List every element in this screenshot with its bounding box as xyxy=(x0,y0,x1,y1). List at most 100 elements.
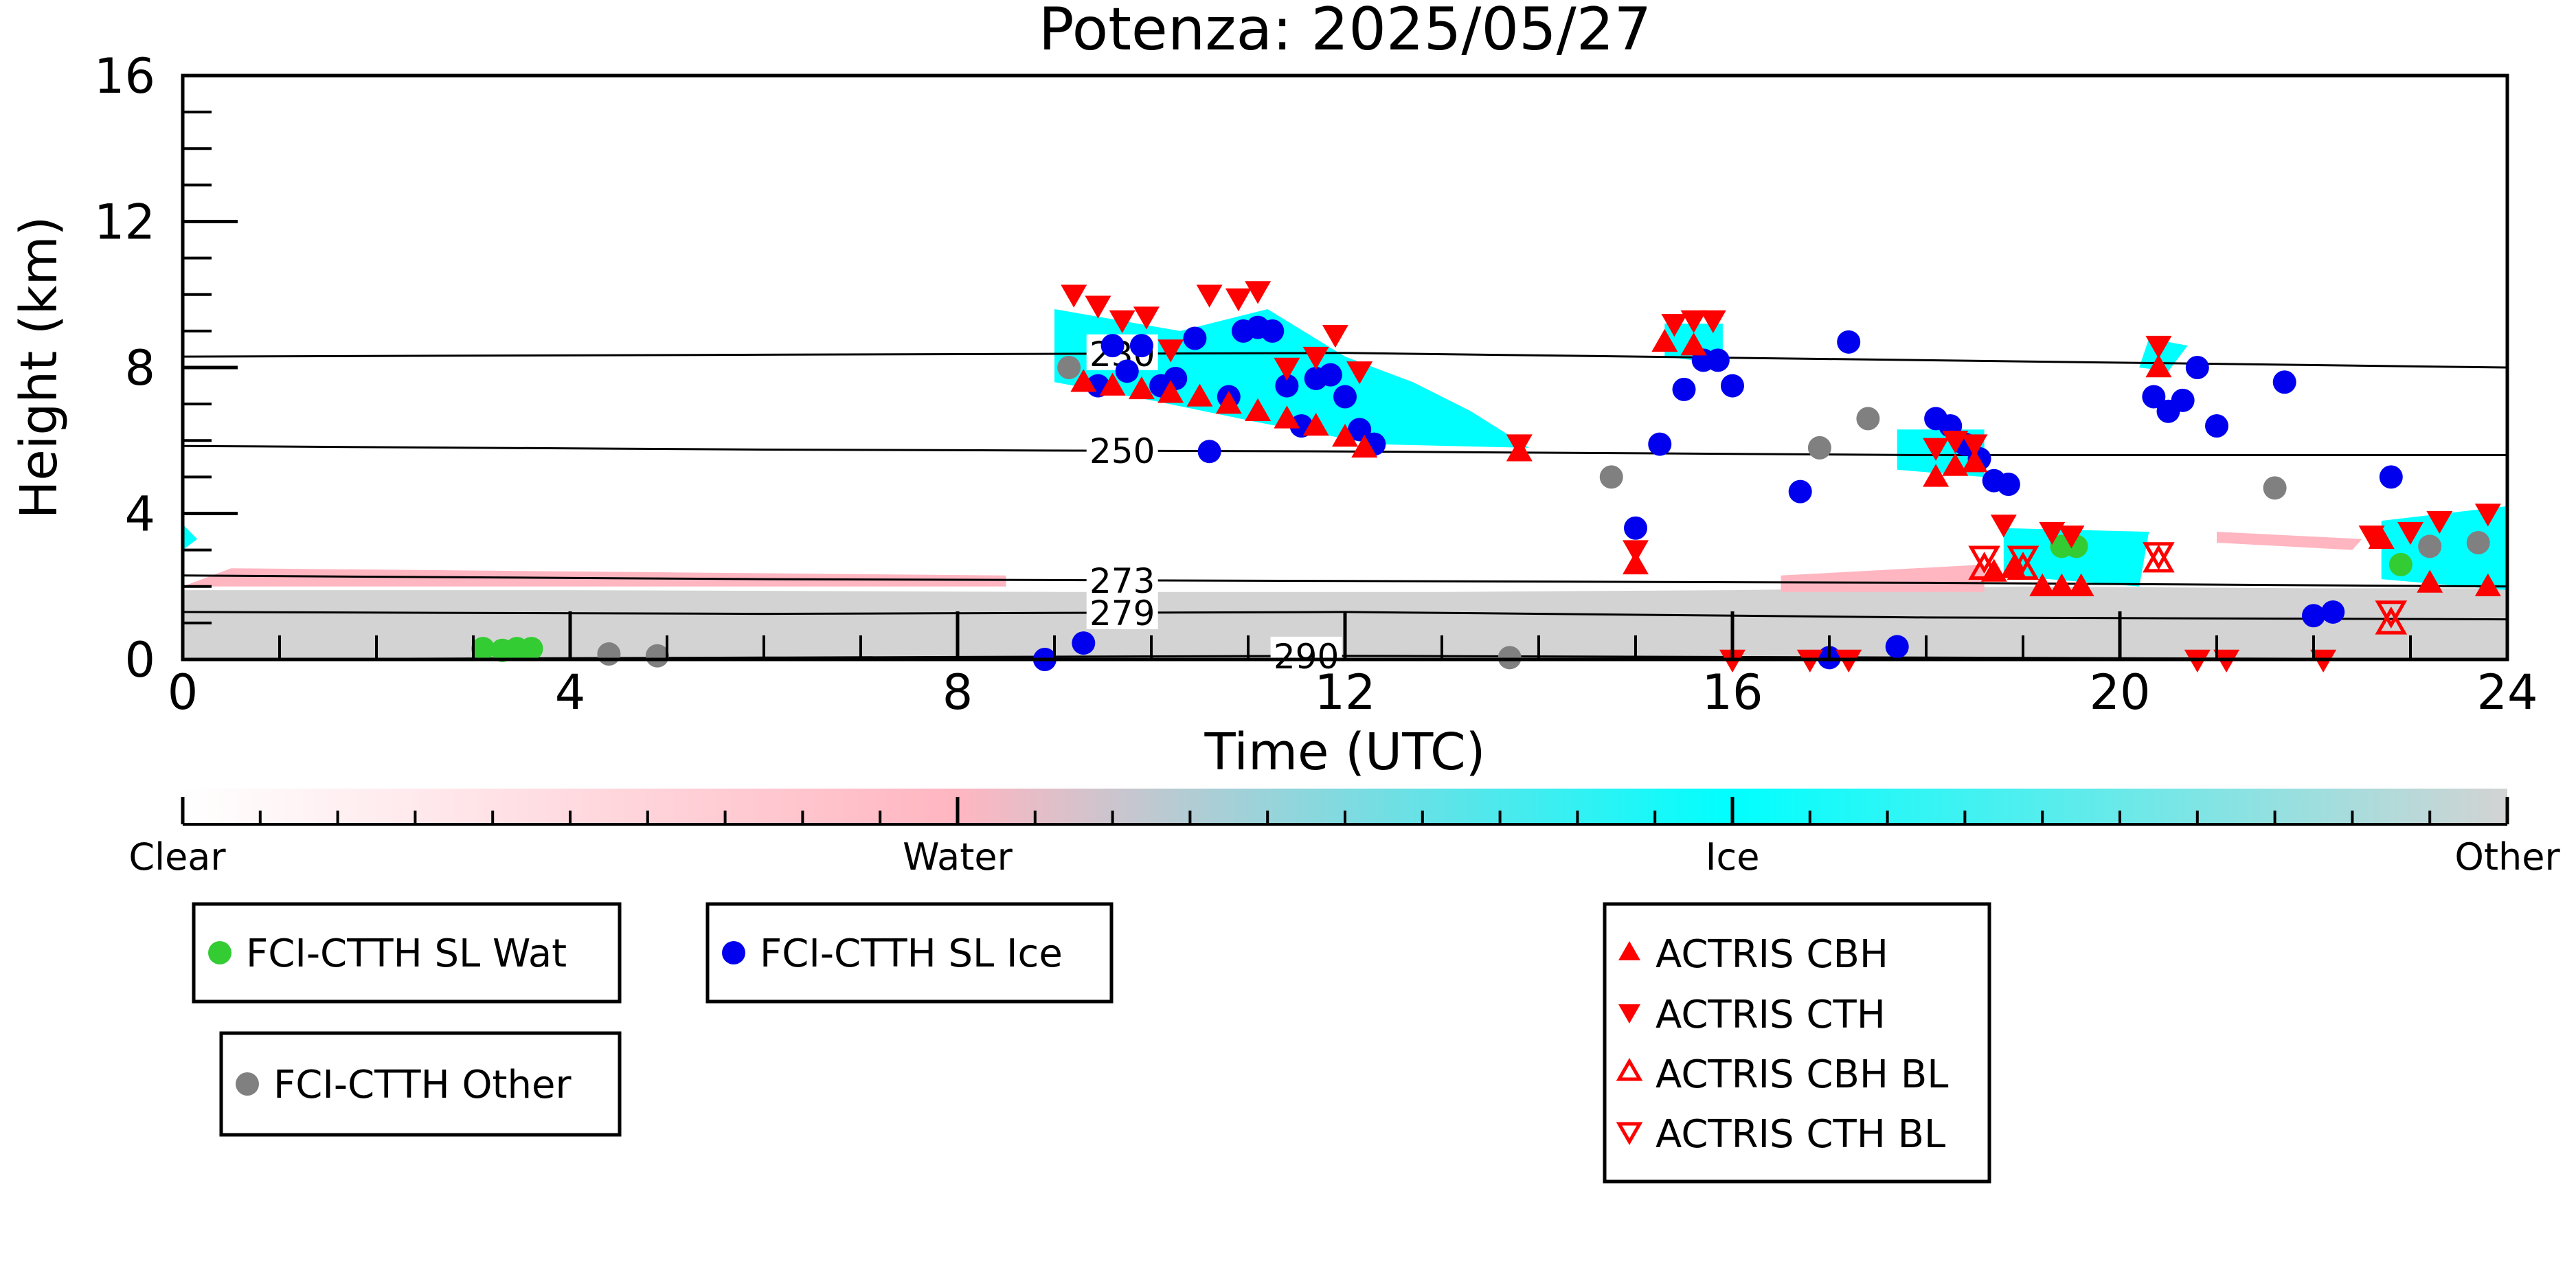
x-tick-label-8: 8 xyxy=(942,664,973,721)
legend-marker-actris-cth-bl xyxy=(1616,1122,1643,1146)
x-tick-label-16: 16 xyxy=(1702,664,1763,721)
marker-fci-ctth-sl-wat-3 xyxy=(519,637,543,661)
isotherm-label-bg-290 xyxy=(1270,636,1342,673)
legend-label-ice: FCI-CTTH SL Ice xyxy=(760,931,1063,976)
marker-fci-ctth-sl-ice-38 xyxy=(2171,388,2195,412)
marker-fci-ctth-sl-ice-17 xyxy=(1333,385,1357,409)
marker-fci-ctth-sl-ice-41 xyxy=(2272,370,2296,394)
legend-marker-actris-cth xyxy=(1618,1004,1640,1024)
isotherm-label-bg-273 xyxy=(1086,561,1158,597)
marker-actris-cbh-3 xyxy=(1157,380,1184,403)
legend-marker-actris-cbh-bl xyxy=(1616,1057,1643,1081)
y-tick-label-4: 4 xyxy=(124,486,155,543)
marker-fci-ctth-sl-wat-6 xyxy=(2388,552,2413,576)
x-tick-label-20: 20 xyxy=(2089,664,2150,721)
marker-actris-cth-bl-2 xyxy=(2143,542,2175,570)
axes: 0 4 8 12 16 20 24 0 4 8 12 16 xyxy=(94,48,2538,721)
marker-fci-ctth-sl-ice-29 xyxy=(1885,635,1909,659)
marker-actris-cth-7 xyxy=(1245,281,1272,304)
colorbar-label-ice: Ice xyxy=(1706,835,1760,879)
marker-fci-ctth-other-1 xyxy=(597,642,621,666)
marker-actris-cth-23 xyxy=(2145,335,2172,359)
marker-actris-cbh-0 xyxy=(1070,369,1097,392)
marker-actris-cth-24 xyxy=(2358,526,2385,549)
legend-marker-actris-cbh xyxy=(1618,941,1640,960)
marker-fci-ctth-sl-ice-2 xyxy=(1100,334,1125,358)
marker-actris-cbh-23 xyxy=(2145,354,2172,378)
cloud-region-water-10 xyxy=(2217,532,2362,550)
marker-fci-ctth-sl-wat-0 xyxy=(471,637,495,661)
marker-actris-cbh-13 xyxy=(1651,328,1678,352)
marker-fci-ctth-other-4 xyxy=(1599,465,1623,489)
marker-fci-ctth-sl-ice-35 xyxy=(1996,473,2020,496)
marker-actris-cbh-4 xyxy=(1186,383,1213,407)
marker-fci-ctth-other-5 xyxy=(1807,436,1831,460)
legend-box-ice: FCI-CTTH SL Ice xyxy=(705,902,1114,1004)
marker-fci-ctth-sl-ice-25 xyxy=(1721,374,1744,398)
marker-actris-cbh-24 xyxy=(2368,526,2395,549)
legends: FCI-CTTH SL Wat FCI-CTTH SL Ice FCI-CTTH… xyxy=(192,902,1991,1184)
colorbar-label-other: Other xyxy=(2454,835,2560,879)
isotherm-label-250: 250 xyxy=(1089,431,1155,471)
marker-actris-cth-8 xyxy=(1274,357,1300,381)
marker-actris-cth-15 xyxy=(1680,310,1707,333)
legend-label-wat: FCI-CTTH SL Wat xyxy=(246,931,567,976)
colorbar-ticks xyxy=(181,797,2509,826)
marker-actris-cbh-bl-0 xyxy=(1968,552,2000,580)
marker-actris-cth-bl-3 xyxy=(2375,600,2408,629)
marker-actris-cbh-7 xyxy=(1274,405,1300,429)
x-tick-label-12: 12 xyxy=(1314,664,1375,721)
legend-label-actris-cth: ACTRIS CTH xyxy=(1656,993,1886,1037)
legend-label-actris-cbh-bl: ACTRIS CBH BL xyxy=(1656,1052,1948,1097)
legend-marker-wat xyxy=(208,941,231,964)
marker-fci-ctth-sl-ice-13 xyxy=(1275,374,1299,398)
marker-actris-cth-22 xyxy=(2058,526,2085,549)
marker-actris-cbh-5 xyxy=(1215,391,1242,414)
marker-fci-ctth-sl-ice-28 xyxy=(1837,330,1861,354)
isotherm-label-bg-279 xyxy=(1086,593,1158,629)
marker-actris-cth-19 xyxy=(1961,434,1988,457)
marker-actris-cbh-19 xyxy=(2000,555,2026,578)
marker-fci-ctth-sl-ice-39 xyxy=(2185,356,2209,379)
marker-actris-cth-5 xyxy=(1196,284,1223,308)
marker-actris-cbh-2 xyxy=(1128,376,1155,400)
marker-actris-cth-20 xyxy=(1990,515,2017,538)
marker-fci-ctth-sl-ice-22 xyxy=(1672,377,1696,401)
marker-actris-cbh-20 xyxy=(2029,573,2056,596)
legend-box-actris: ACTRIS CBH ACTRIS CTH ACTRIS CBH BL ACTR… xyxy=(1603,902,1991,1184)
legend-label-actris-cth-bl: ACTRIS CTH BL xyxy=(1656,1112,1945,1157)
marker-fci-ctth-sl-ice-42 xyxy=(2302,604,2325,628)
marker-actris-cth-12 xyxy=(1506,434,1533,457)
marker-actris-cth-1 xyxy=(1085,295,1111,319)
marker-actris-cbh-14 xyxy=(1680,332,1707,356)
marker-actris-cth-0 xyxy=(1061,284,1087,308)
marker-actris-cth-25 xyxy=(2397,521,2424,545)
marker-actris-cbh-1 xyxy=(1099,372,1126,396)
marker-actris-cbh-8 xyxy=(1302,413,1329,436)
marker-actris-cbh-26 xyxy=(2474,573,2501,596)
marker-actris-cth-14 xyxy=(1661,314,1688,337)
marker-actris-cbh-bl-2 xyxy=(2143,544,2175,573)
colorbar-label-clear: Clear xyxy=(128,835,226,879)
marker-actris-cbh-17 xyxy=(1961,449,1988,473)
marker-actris-cth-27 xyxy=(2474,504,2501,527)
marker-actris-cth-2 xyxy=(1109,310,1136,333)
isotherm-label-bg-250 xyxy=(1086,431,1158,468)
y-tick-label-8: 8 xyxy=(124,340,155,396)
marker-actris-cth-3 xyxy=(1133,306,1160,330)
marker-fci-ctth-sl-ice-16 xyxy=(1318,363,1342,387)
y-axis-label: Height (km) xyxy=(10,216,69,519)
marker-actris-cth-4 xyxy=(1157,339,1184,363)
legend-marker-ice xyxy=(722,941,745,964)
legend-label-actris-cbh: ACTRIS CBH xyxy=(1656,932,1888,977)
legend-label-other: FCI-CTTH Other xyxy=(273,1063,572,1107)
marker-fci-ctth-other-0 xyxy=(1057,356,1081,379)
marker-fci-ctth-sl-ice-44 xyxy=(2379,465,2403,489)
isotherm-250 xyxy=(183,444,2507,456)
marker-fci-ctth-sl-ice-36 xyxy=(2142,385,2166,409)
marker-fci-ctth-sl-ice-4 xyxy=(1129,334,1153,358)
x-tick-label-4: 4 xyxy=(555,664,586,721)
isotherm-230 xyxy=(183,352,2507,369)
x-axis-label: Time (UTC) xyxy=(1204,723,1485,782)
